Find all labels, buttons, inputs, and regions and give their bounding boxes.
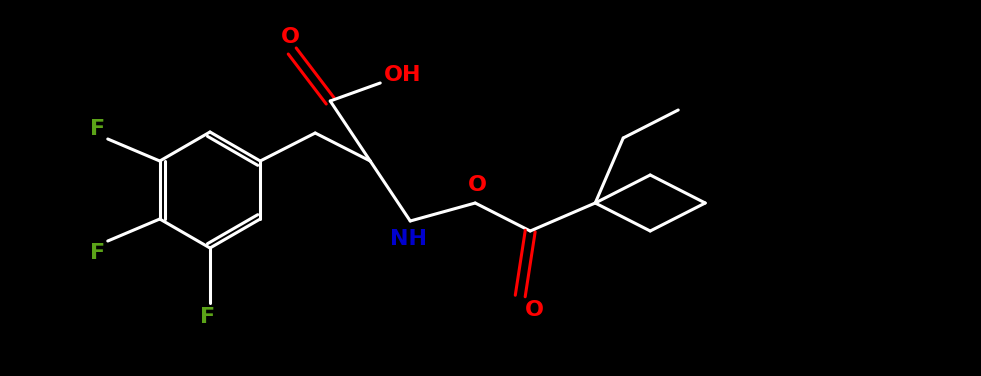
Text: F: F [90,119,105,139]
Text: F: F [90,243,105,263]
Text: F: F [200,307,216,327]
Text: NH: NH [389,229,427,249]
Text: O: O [525,300,543,320]
Text: O: O [281,27,300,47]
Text: OH: OH [384,65,421,85]
Text: O: O [468,175,487,195]
